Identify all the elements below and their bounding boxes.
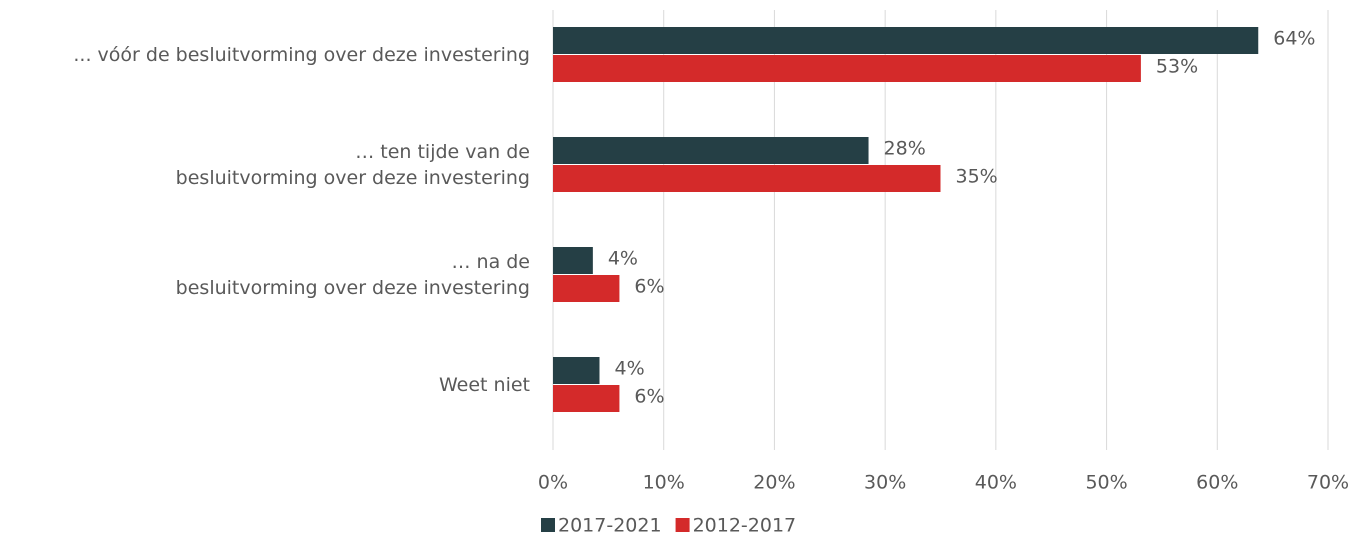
bar xyxy=(553,275,620,302)
data-label: 53% xyxy=(1156,56,1198,78)
category-label: ... vóór de besluitvorming over deze inv… xyxy=(73,44,530,66)
x-tick-label: 70% xyxy=(1307,472,1349,494)
x-tick-label: 50% xyxy=(1085,472,1127,494)
data-label: 35% xyxy=(956,166,998,188)
category-label: … ten tijde van de besluitvorming over d… xyxy=(175,141,530,189)
legend-swatch xyxy=(541,518,555,532)
x-tick-label: 60% xyxy=(1196,472,1238,494)
bar xyxy=(553,247,593,274)
category-label: … na de besluitvorming over deze investe… xyxy=(175,251,530,299)
x-tick-label: 10% xyxy=(643,472,685,494)
data-label: 64% xyxy=(1273,28,1315,50)
data-label: 6% xyxy=(634,276,664,298)
x-tick-label: 30% xyxy=(864,472,906,494)
x-tick-label: 0% xyxy=(538,472,568,494)
bar xyxy=(553,137,869,164)
x-tick-label: 40% xyxy=(975,472,1017,494)
x-tick-label: 20% xyxy=(753,472,795,494)
bar xyxy=(553,27,1259,54)
legend-label: 2017-2021 xyxy=(558,515,662,537)
legend-swatch xyxy=(675,518,690,532)
bar xyxy=(553,165,941,192)
data-label: 4% xyxy=(608,248,638,270)
data-label: 28% xyxy=(884,138,926,160)
bar xyxy=(553,55,1141,82)
legend-label: 2012-2017 xyxy=(693,515,797,537)
data-label: 4% xyxy=(615,358,645,380)
category-label: Weet niet xyxy=(438,374,530,396)
bar xyxy=(553,385,620,412)
bar xyxy=(553,357,600,384)
data-label: 6% xyxy=(634,386,664,408)
